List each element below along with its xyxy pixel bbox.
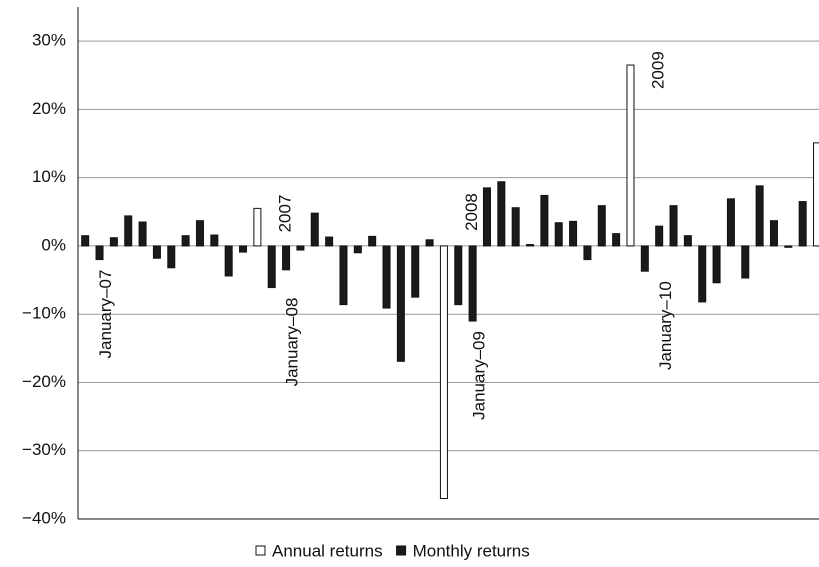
monthly-bar bbox=[138, 221, 147, 247]
monthly-bar bbox=[468, 245, 477, 322]
monthly-bar bbox=[583, 245, 592, 261]
monthly-bar bbox=[655, 225, 664, 247]
y-tick-label: 20% bbox=[32, 99, 66, 118]
year-label: 2007 bbox=[276, 195, 295, 233]
monthly-bar bbox=[612, 233, 621, 247]
monthly-bar bbox=[411, 245, 420, 298]
y-tick-label: 10% bbox=[32, 167, 66, 186]
annual-bar bbox=[439, 245, 448, 500]
monthly-bar bbox=[167, 245, 176, 269]
monthly-bar bbox=[712, 245, 721, 284]
monthly-bar bbox=[396, 245, 405, 362]
monthly-bar bbox=[239, 245, 248, 253]
monthly-bar bbox=[755, 185, 764, 247]
monthly-bar bbox=[482, 187, 491, 247]
monthly-bar bbox=[124, 215, 133, 247]
monthly-bar bbox=[540, 194, 549, 247]
monthly-bar bbox=[310, 212, 319, 247]
monthly-bar bbox=[224, 245, 233, 277]
monthly-bar bbox=[195, 220, 204, 247]
monthly-bar bbox=[511, 207, 520, 247]
monthly-bar bbox=[526, 244, 535, 247]
legend: Annual returns Monthly returns bbox=[255, 541, 530, 560]
year-label: 2008 bbox=[462, 193, 481, 231]
annual-bar bbox=[813, 142, 819, 247]
legend-swatch bbox=[255, 545, 266, 556]
y-tick-label: −30% bbox=[22, 440, 66, 459]
monthly-bar bbox=[353, 245, 362, 254]
monthly-bar bbox=[798, 201, 807, 247]
month-label: January–08 bbox=[283, 298, 302, 387]
legend-label: Annual returns bbox=[272, 541, 383, 560]
monthly-bar bbox=[368, 235, 377, 247]
monthly-bar bbox=[669, 205, 678, 247]
monthly-bar bbox=[282, 245, 291, 271]
monthly-bar bbox=[81, 235, 90, 247]
year-label: 2009 bbox=[649, 51, 668, 89]
monthly-bar bbox=[95, 245, 104, 261]
annual-bar bbox=[626, 64, 635, 247]
month-label: January–09 bbox=[469, 331, 488, 420]
monthly-bar bbox=[296, 245, 305, 251]
monthly-bar bbox=[784, 245, 793, 248]
monthly-bar bbox=[741, 245, 750, 279]
monthly-bar bbox=[698, 245, 707, 303]
y-tick-label: −40% bbox=[22, 508, 66, 527]
y-tick-label: −10% bbox=[22, 304, 66, 323]
monthly-bar bbox=[339, 245, 348, 306]
monthly-bar bbox=[769, 220, 778, 247]
monthly-bar bbox=[569, 220, 578, 247]
monthly-bar bbox=[454, 245, 463, 306]
month-label: January–10 bbox=[656, 281, 675, 370]
y-tick-label: 0% bbox=[41, 235, 66, 254]
monthly-bar bbox=[152, 245, 161, 259]
monthly-bar bbox=[640, 245, 649, 272]
monthly-bar bbox=[382, 245, 391, 309]
legend-swatch bbox=[396, 545, 407, 556]
monthly-bar bbox=[554, 222, 563, 247]
monthly-bar bbox=[181, 235, 190, 247]
monthly-bar bbox=[425, 239, 434, 247]
monthly-bar bbox=[497, 181, 506, 247]
y-tick-label: −20% bbox=[22, 372, 66, 391]
monthly-bar bbox=[597, 205, 606, 247]
month-label: January–07 bbox=[96, 270, 115, 359]
monthly-bar bbox=[325, 236, 334, 247]
monthly-bar bbox=[210, 234, 219, 247]
monthly-bar bbox=[109, 237, 118, 247]
legend-label: Monthly returns bbox=[413, 541, 530, 560]
monthly-bar bbox=[683, 235, 692, 247]
annual-bar bbox=[253, 207, 262, 247]
y-tick-label: 30% bbox=[32, 31, 66, 50]
monthly-bar bbox=[726, 198, 735, 247]
monthly-bar bbox=[267, 245, 276, 289]
